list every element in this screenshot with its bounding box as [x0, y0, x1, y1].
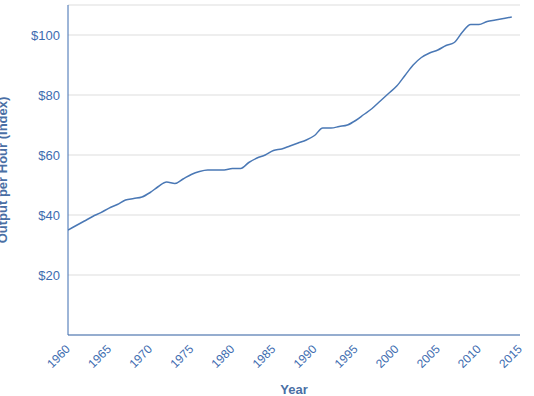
svg-text:1970: 1970: [126, 342, 155, 371]
svg-text:$80: $80: [38, 88, 60, 103]
svg-text:1985: 1985: [250, 342, 279, 371]
svg-text:2015: 2015: [496, 342, 525, 371]
svg-text:$60: $60: [38, 148, 60, 163]
svg-text:2005: 2005: [414, 342, 443, 371]
svg-text:$40: $40: [38, 208, 60, 223]
svg-text:1965: 1965: [85, 342, 114, 371]
svg-text:1990: 1990: [291, 342, 320, 371]
svg-text:$20: $20: [38, 268, 60, 283]
svg-text:2010: 2010: [455, 342, 484, 371]
svg-text:1995: 1995: [332, 342, 361, 371]
svg-text:$100: $100: [31, 28, 60, 43]
svg-text:2000: 2000: [373, 342, 402, 371]
svg-text:1975: 1975: [167, 342, 196, 371]
svg-text:Output per Hour (Index): Output per Hour (Index): [8, 97, 10, 244]
svg-text:1980: 1980: [209, 342, 238, 371]
svg-text:Year: Year: [280, 382, 307, 396]
svg-text:1960: 1960: [44, 342, 73, 371]
